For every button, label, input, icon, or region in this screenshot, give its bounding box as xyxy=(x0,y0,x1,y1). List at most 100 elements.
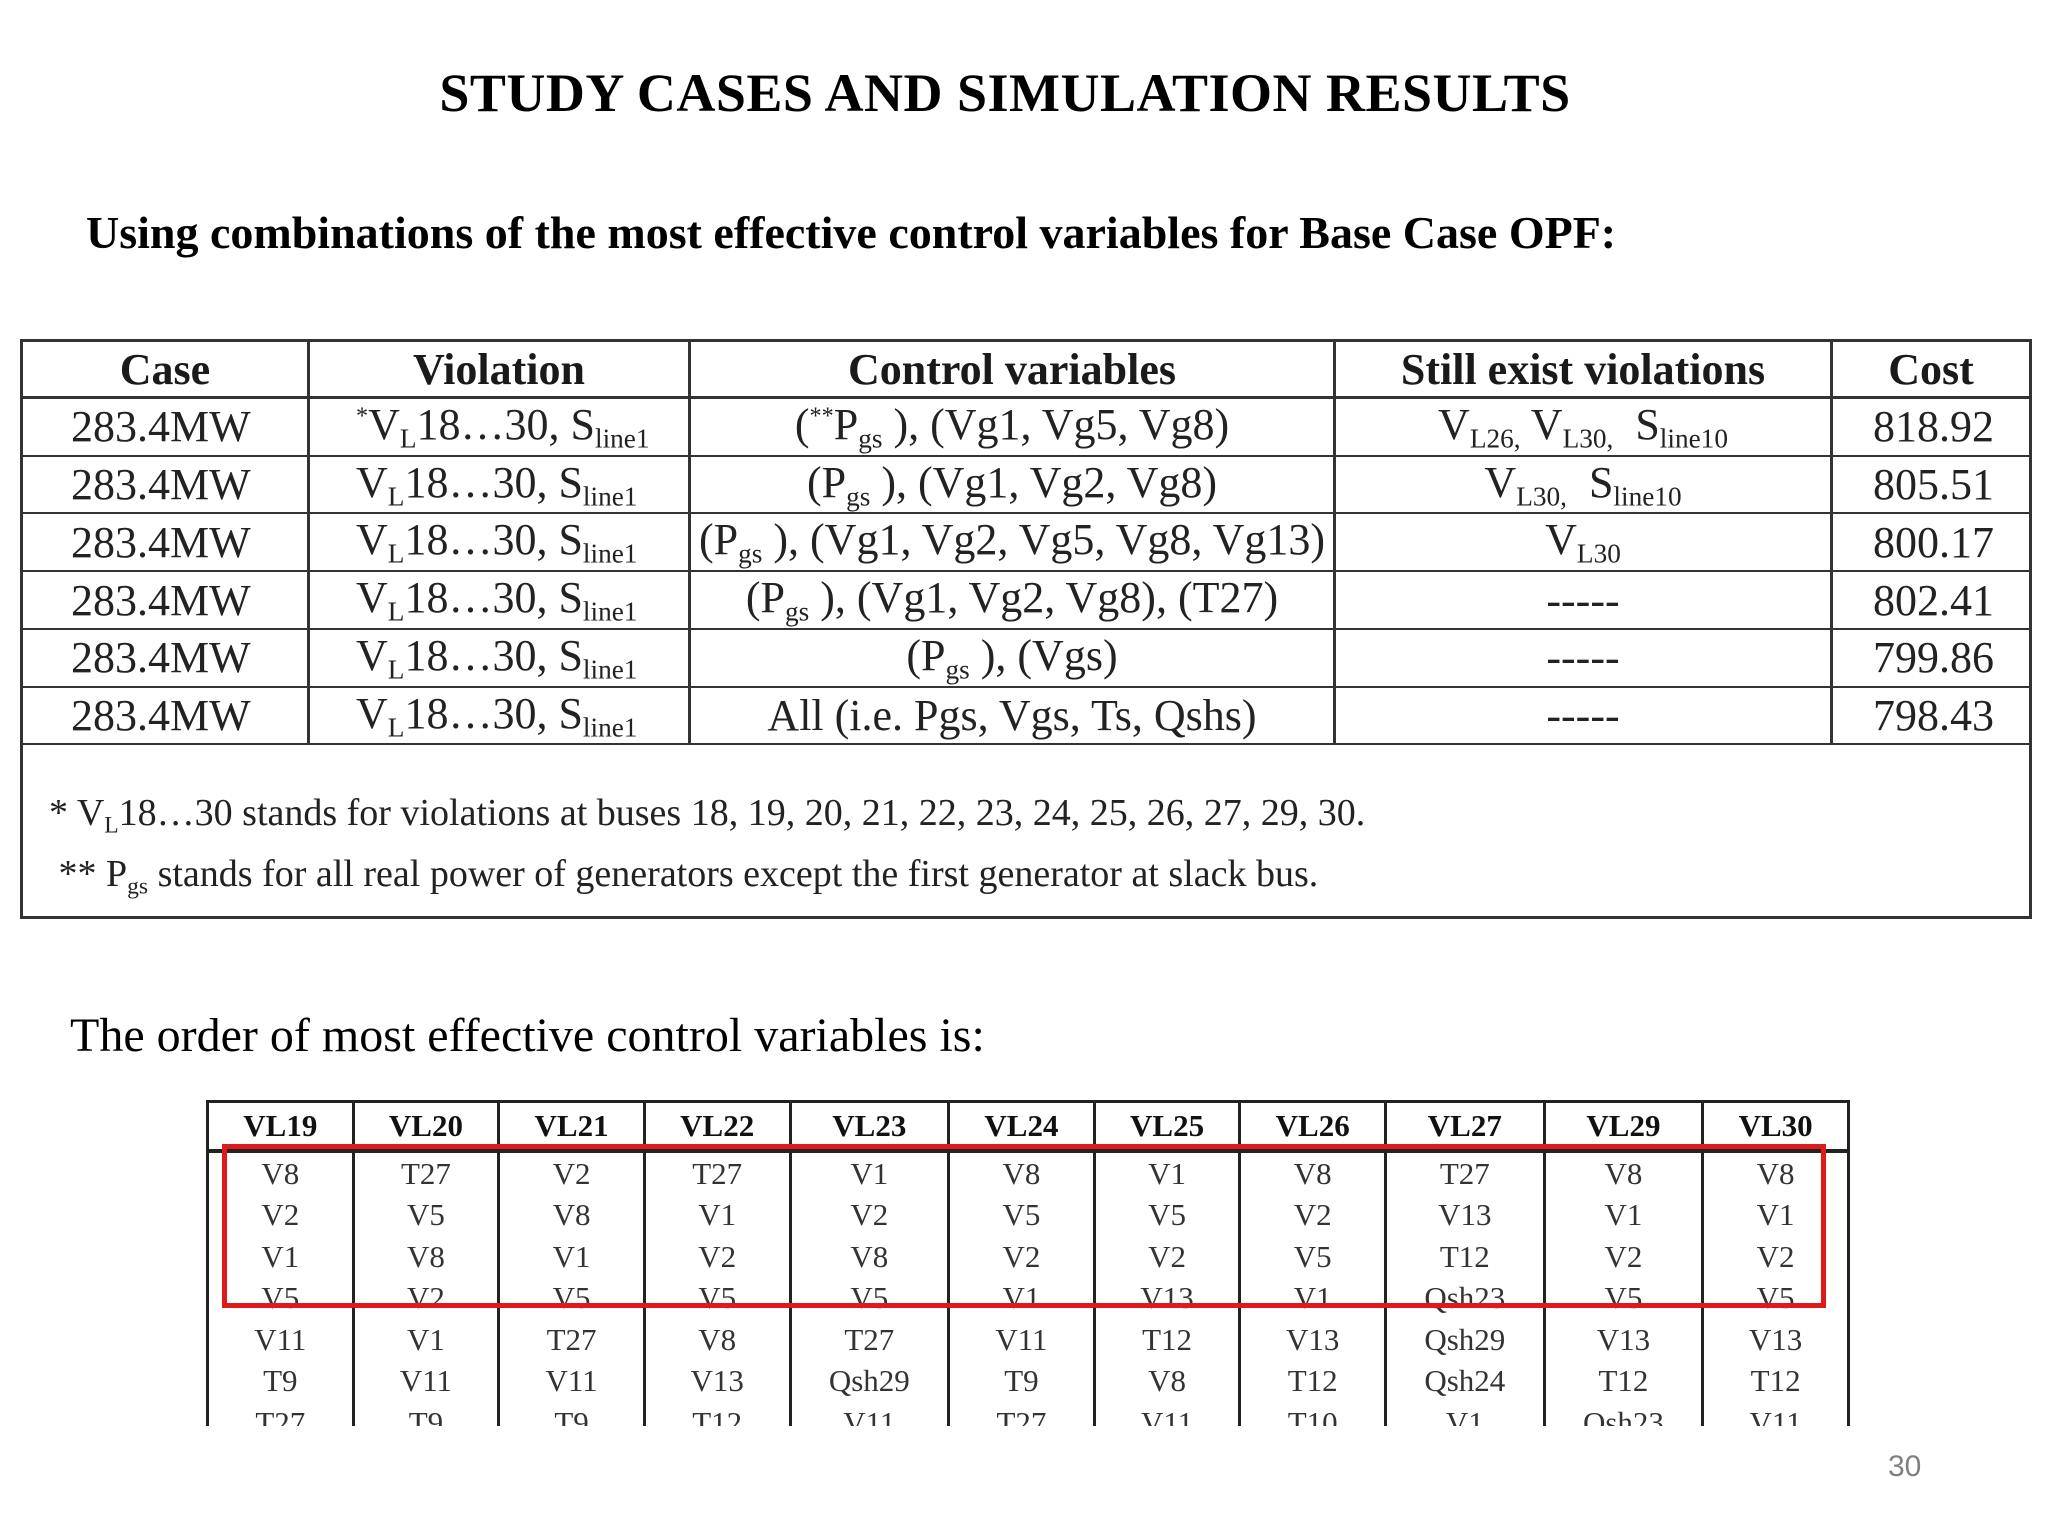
still-violations-cell: ----- xyxy=(1333,571,1833,630)
control-text: ), (Vg1, Vg5, Vg8) xyxy=(882,400,1230,449)
still-violations-cell: VL30 xyxy=(1333,513,1833,573)
order-cell: V2 xyxy=(1092,1236,1242,1278)
still-violations-cell: ----- xyxy=(1333,628,1833,688)
order-cell: V8 xyxy=(642,1319,792,1361)
order-cell: Qsh29 xyxy=(1384,1319,1546,1361)
order-cell: T9 xyxy=(497,1402,646,1426)
slide-subtitle: Using combinations of the most effective… xyxy=(86,207,1617,258)
table-row: 283.4MW *VL18…30, Sline1 (**Pgs ), (Vg1,… xyxy=(20,397,2032,457)
footnote-2-text: stands for all real power of generators … xyxy=(157,852,1319,895)
cost-cell: 799.86 xyxy=(1830,628,2032,688)
order-cell: V11 xyxy=(947,1319,1096,1361)
order-cell: V8 xyxy=(1092,1360,1242,1402)
violation-text: 18…30, S xyxy=(416,400,596,449)
order-cell: V13 xyxy=(642,1360,792,1402)
order-cell: T9 xyxy=(351,1402,501,1426)
order-cell: V5 xyxy=(206,1277,355,1319)
violation-text: 18…30, S xyxy=(404,688,583,738)
order-cell: T27 xyxy=(497,1319,646,1361)
case-cell: 283.4MW xyxy=(20,571,310,630)
order-cell: T9 xyxy=(947,1360,1096,1402)
control-cell: (Pgs ), (Vg1, Vg2, Vg8), (T27) xyxy=(688,571,1336,630)
table-row: V8 T27 V2 T27 V1 V8 V1 V8 T27 V8 V8 xyxy=(206,1151,1850,1195)
header-cost: Cost xyxy=(1830,340,2032,399)
order-cell: V13 xyxy=(1092,1277,1242,1319)
order-cell: V13 xyxy=(1542,1319,1705,1361)
control-cell: All (i.e. Pgs, Vgs, Ts, Qshs) xyxy=(688,686,1336,746)
still-violations-cell: ----- xyxy=(1333,686,1833,746)
table-row: T27 T9 T9 T12 V11 T27 V11 T10 V1 Qsh23 V11 xyxy=(206,1402,1850,1426)
table-row: V5 V2 V5 V5 V5 V1 V13 V1 Qsh23 V5 V5 xyxy=(206,1277,1850,1319)
order-table-container: VL19 VL20 VL21 VL22 VL23 VL24 VL25 VL26 VL27 VL29… xyxy=(206,1100,1850,1426)
cost-cell: 818.92 xyxy=(1830,397,2032,457)
order-cell: T12 xyxy=(1701,1360,1850,1402)
table-row: 283.4MW VL18…30, Sline1 (Pgs ), (Vg1, Vg… xyxy=(20,513,2032,573)
still-violations-cell: VL26, VL30, Sline10 xyxy=(1333,397,1833,457)
order-cell: Qsh29 xyxy=(788,1360,951,1402)
order-table: VL19 VL20 VL21 VL22 VL23 VL24 VL25 VL26 VL27 VL29… xyxy=(206,1100,1850,1426)
order-cell: V8 xyxy=(1542,1151,1705,1195)
order-cell: V2 xyxy=(1238,1194,1387,1236)
order-cell: V13 xyxy=(1384,1194,1546,1236)
cost-cell: 798.43 xyxy=(1830,686,2032,746)
table-row: 283.4MW VL18…30, Sline1 (Pgs ), (Vg1, Vg… xyxy=(20,455,2032,515)
highlight-box xyxy=(222,1144,1826,1308)
violation-marker: * xyxy=(356,402,369,430)
order-cell: T10 xyxy=(1238,1402,1387,1426)
order-cell: T12 xyxy=(1542,1360,1705,1402)
table-row: V1 V8 V1 V2 V8 V2 V2 V5 T12 V2 V2 xyxy=(206,1236,1850,1278)
violation-cell: *VL18…30, Sline1 xyxy=(307,397,691,457)
order-cell: V2 xyxy=(1542,1236,1705,1278)
still-violation-bus: L30 xyxy=(1576,539,1621,570)
order-cell: V5 xyxy=(788,1277,951,1319)
order-cell: V8 xyxy=(788,1236,951,1278)
still-violations-cell: VL30, Sline10 xyxy=(1333,455,1833,515)
violation-cell: VL18…30, Sline1 xyxy=(307,455,691,515)
order-cell: V1 xyxy=(788,1151,951,1195)
slide-title: STUDY CASES AND SIMULATION RESULTS xyxy=(439,63,1571,123)
order-cell: T12 xyxy=(1238,1360,1387,1402)
table-row: V2 V5 V8 V1 V2 V5 V5 V2 V13 V1 V1 xyxy=(206,1194,1850,1236)
table-row: 283.4MW VL18…30, Sline1 (Pgs ), (Vgs) --… xyxy=(20,628,2032,688)
order-cell: V5 xyxy=(1542,1277,1705,1319)
header-case: Case xyxy=(20,340,310,399)
order-cell: Qsh24 xyxy=(1384,1360,1546,1402)
violation-cell: VL18…30, Sline1 xyxy=(307,513,691,573)
order-cell: V11 xyxy=(1092,1402,1242,1426)
order-cell: V11 xyxy=(206,1319,355,1361)
order-cell: V5 xyxy=(1092,1194,1242,1236)
order-cell: V8 xyxy=(206,1151,355,1195)
order-cell: V2 xyxy=(497,1151,646,1195)
order-cell: V11 xyxy=(788,1402,951,1426)
order-cell: V1 xyxy=(206,1236,355,1278)
order-cell: V8 xyxy=(947,1151,1096,1195)
order-cell: T27 xyxy=(642,1151,792,1195)
order-cell: V2 xyxy=(642,1236,792,1278)
case-cell: 283.4MW xyxy=(20,628,310,688)
order-cell: T12 xyxy=(642,1402,792,1426)
order-cell: Qsh23 xyxy=(1542,1402,1705,1426)
order-cell: V5 xyxy=(1238,1236,1387,1278)
order-cell: V8 xyxy=(351,1236,501,1278)
order-cell: T9 xyxy=(206,1360,355,1402)
order-cell: V5 xyxy=(351,1194,501,1236)
cases-table: Case Violation Control variables Still e… xyxy=(20,339,2032,920)
table-notes: * VL18…30 stands for violations at buses… xyxy=(21,744,2031,919)
violation-cell: VL18…30, Sline1 xyxy=(307,571,691,630)
order-cell: V1 xyxy=(1384,1402,1546,1426)
order-cell: V1 xyxy=(1542,1194,1705,1236)
order-cell: T12 xyxy=(1384,1236,1546,1278)
footnote-2: ** Pgs stands for all real power of gene… xyxy=(49,852,1319,900)
order-cell: V11 xyxy=(351,1360,501,1402)
order-cell: V1 xyxy=(947,1277,1096,1319)
case-cell: 283.4MW xyxy=(20,397,310,457)
violation-text: 18…30, S xyxy=(404,515,583,565)
violation-text: 18…30, S xyxy=(404,630,583,680)
order-table-body: V8 T27 V2 T27 V1 V8 V1 V8 T27 V8 V8 V2 V5 V8 V1 V2 V5 V5 V… xyxy=(206,1151,1850,1426)
order-cell: V8 xyxy=(1238,1151,1387,1195)
order-cell: V1 xyxy=(642,1194,792,1236)
order-cell: V8 xyxy=(497,1194,646,1236)
order-cell: V11 xyxy=(497,1360,646,1402)
violation-text: 18…30, S xyxy=(404,457,583,507)
control-cell: (Pgs ), (Vg1, Vg2, Vg5, Vg8, Vg13) xyxy=(688,513,1336,573)
